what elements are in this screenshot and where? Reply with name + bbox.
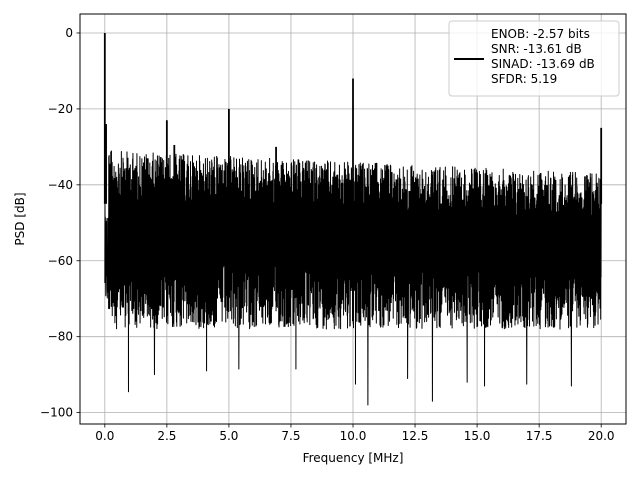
legend-box (448, 20, 620, 97)
x-tick-label: 5.0 (219, 429, 238, 443)
y-tick-label: −20 (48, 102, 73, 116)
x-tick-label: 0.0 (95, 429, 114, 443)
x-axis-ticks: 0.0 2.5 5.0 7.5 10.0 12.5 15.0 17.5 20.0 (95, 424, 615, 443)
x-tick-label: 20.0 (588, 429, 615, 443)
x-tick-label: 15.0 (464, 429, 491, 443)
y-tick-label: 0 (65, 26, 73, 40)
y-axis-ticks: 0 −20 −40 −60 −80 −100 (40, 26, 80, 420)
y-tick-label: −40 (48, 178, 73, 192)
x-tick-label: 10.0 (340, 429, 367, 443)
psd-trace (103, 32, 603, 406)
legend: ENOB: -2.57 bits SNR: -13.61 dB SINAD: -… (448, 20, 620, 97)
x-tick-label: 2.5 (157, 429, 176, 443)
x-tick-label: 12.5 (402, 429, 429, 443)
legend-line-sinad: SINAD: -13.69 dB (491, 57, 595, 71)
y-tick-label: −60 (48, 254, 73, 268)
y-axis-label: PSD [dB] (13, 192, 27, 245)
legend-line-sfdr: SFDR: 5.19 (491, 72, 557, 86)
y-tick-label: −80 (48, 330, 73, 344)
x-tick-label: 17.5 (526, 429, 553, 443)
legend-line-snr: SNR: -13.61 dB (491, 42, 582, 56)
x-axis-label: Frequency [MHz] (303, 451, 404, 465)
x-tick-label: 7.5 (281, 429, 300, 443)
legend-line-enob: ENOB: -2.57 bits (491, 27, 590, 41)
y-tick-label: −100 (40, 406, 73, 420)
